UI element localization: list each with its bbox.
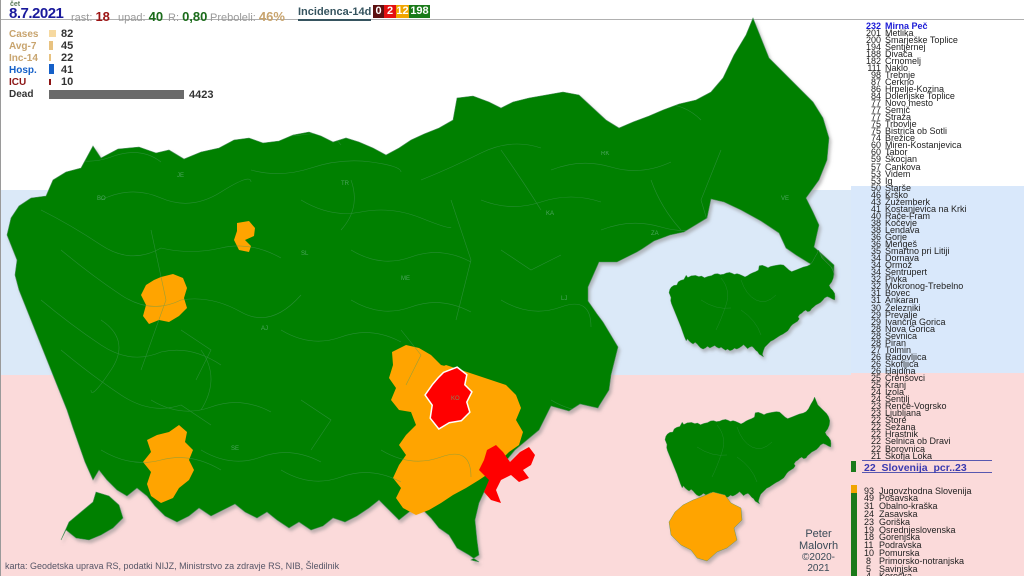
svg-text:KO: KO [451, 396, 460, 402]
svg-text:VE: VE [781, 196, 789, 202]
svg-text:BO: BO [97, 196, 106, 202]
svg-text:KA: KA [546, 211, 554, 217]
svg-text:ME: ME [401, 276, 410, 282]
svg-text:SE: SE [231, 446, 239, 452]
svg-text:TR: TR [341, 181, 350, 187]
svg-text:CR: CR [541, 426, 550, 432]
svg-text:ZA: ZA [651, 231, 659, 237]
svg-text:SL: SL [301, 251, 309, 257]
svg-text:AJ: AJ [261, 326, 268, 332]
svg-text:HR: HR [701, 256, 710, 262]
svg-text:LJ: LJ [561, 296, 567, 302]
svg-text:RK: RK [601, 151, 609, 157]
svg-text:JE: JE [177, 173, 184, 179]
